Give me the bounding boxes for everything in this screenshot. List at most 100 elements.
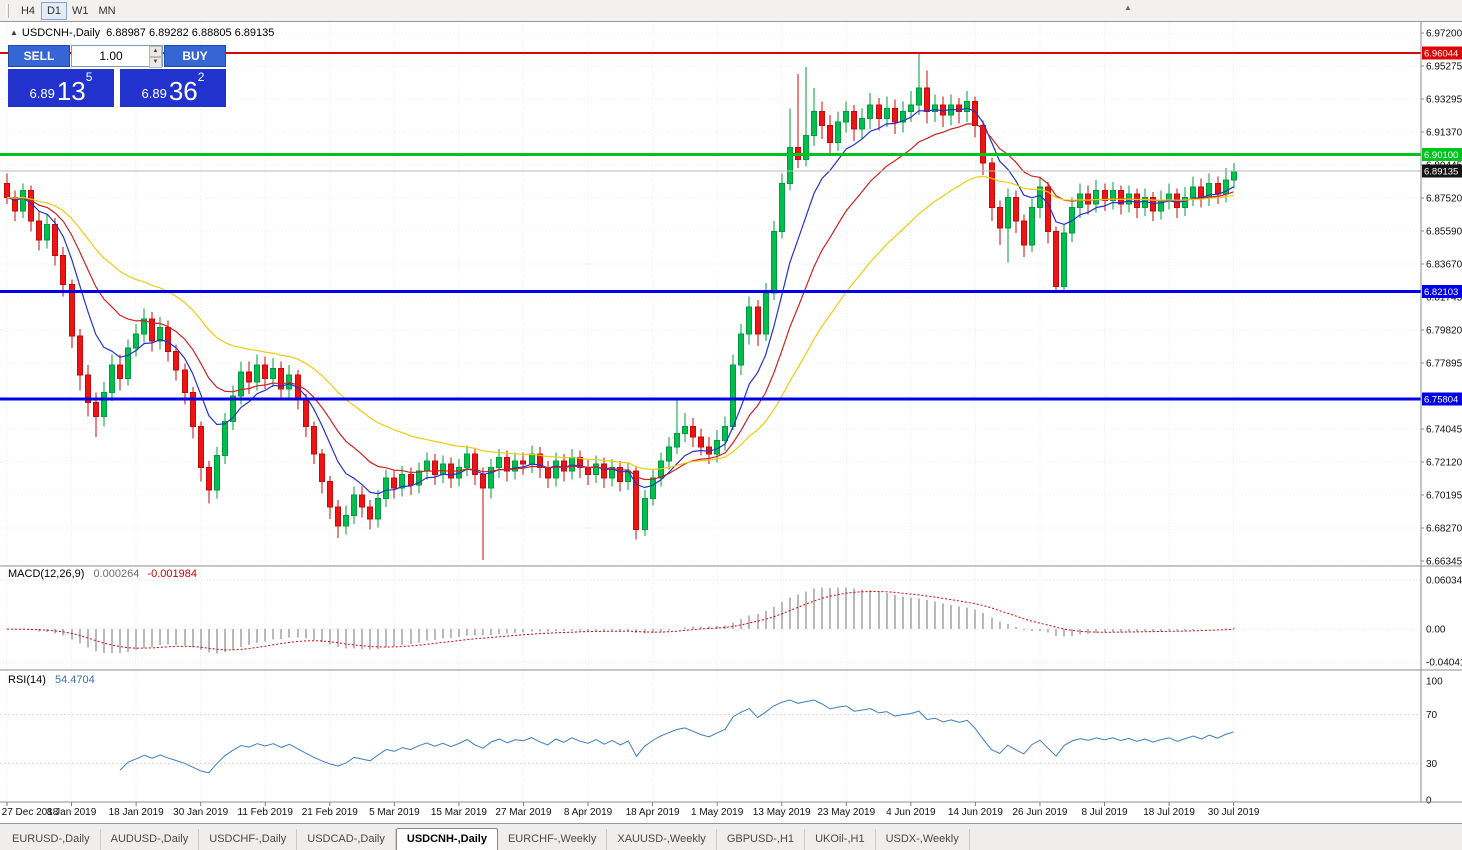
svg-text:21 Feb 2019: 21 Feb 2019 — [302, 807, 359, 818]
tab-audusd-daily[interactable]: AUDUSD-,Daily — [101, 829, 200, 850]
current-price-line: 6.89135 — [0, 164, 1462, 178]
macd-signal — [6, 591, 1234, 651]
chart-canvas[interactable]: 6.972006.952756.932956.913706.894456.875… — [0, 22, 1462, 823]
tab-usdx-weekly[interactable]: USDX-,Weekly — [876, 829, 970, 850]
svg-text:6.97200: 6.97200 — [1426, 29, 1462, 40]
svg-text:15 Mar 2019: 15 Mar 2019 — [431, 807, 488, 818]
tab-eurchf-weekly[interactable]: EURCHF-,Weekly — [498, 829, 608, 850]
macd-signal-line — [6, 591, 1234, 651]
macd-label: MACD(12,26,9) — [8, 568, 85, 580]
sell-price-sup: 5 — [85, 70, 93, 84]
timeframe-button-MN[interactable]: MN — [98, 4, 116, 17]
svg-text:6.95275: 6.95275 — [1426, 62, 1462, 73]
price-axis: 6.972006.952756.932956.913706.894456.875… — [1421, 29, 1462, 568]
chart-tab-bar: EURUSD-,Daily AUDUSD-,Daily USDCHF-,Daily U… — [0, 823, 1462, 850]
buy-price-small: 6.89 — [141, 86, 167, 101]
svg-text:6.83670: 6.83670 — [1426, 260, 1462, 271]
timeframe-button-H4[interactable]: H4 — [20, 4, 36, 17]
svg-text:11 Feb 2019: 11 Feb 2019 — [238, 807, 294, 818]
macd-signal-value: -0.001984 — [147, 568, 197, 580]
candles — [4, 52, 1237, 561]
svg-text:27 Mar 2019: 27 Mar 2019 — [495, 807, 552, 818]
svg-text:0.00: 0.00 — [1426, 625, 1446, 636]
svg-text:6.90100: 6.90100 — [1424, 150, 1458, 161]
moving-averages — [6, 107, 1234, 495]
chart-shift-marker-icon: ▲ — [1124, 3, 1132, 12]
svg-text:30: 30 — [1426, 759, 1438, 770]
macd-value: 0.000264 — [93, 568, 140, 580]
svg-text:6.93295: 6.93295 — [1426, 95, 1462, 106]
svg-text:30 Jan 2019: 30 Jan 2019 — [173, 807, 228, 818]
svg-text:6.74045: 6.74045 — [1426, 425, 1462, 436]
svg-text:4 Jun 2019: 4 Jun 2019 — [886, 807, 936, 818]
tab-usdcad-daily[interactable]: USDCAD-,Daily — [297, 829, 396, 850]
volume-value[interactable]: 1.00 — [99, 49, 123, 63]
tab-usdchf-daily[interactable]: USDCHF-,Daily — [199, 829, 298, 850]
buy-button[interactable]: BUY — [164, 45, 226, 67]
volume-down-button[interactable]: ▼ — [149, 57, 162, 68]
svg-text:14 Jun 2019: 14 Jun 2019 — [948, 807, 1003, 818]
tab-gbpusd-h1[interactable]: GBPUSD-,H1 — [717, 829, 806, 850]
macd-panel: 0.060342 0.00 -0.040415 — [0, 576, 1462, 669]
tab-ukoil-h1[interactable]: UKOil-,H1 — [805, 829, 876, 850]
svg-text:8 Apr 2019: 8 Apr 2019 — [564, 807, 613, 818]
chart-title: ▲ USDCNH-,Daily 6.88987 6.89282 6.88805 6.… — [10, 27, 274, 39]
rsi-label: RSI(14) — [8, 674, 46, 686]
svg-text:30 Jul 2019: 30 Jul 2019 — [1208, 807, 1260, 818]
svg-text:0: 0 — [1426, 796, 1432, 807]
svg-text:6.70195: 6.70195 — [1426, 491, 1462, 502]
toolbar-drag-handle[interactable] — [6, 3, 9, 18]
buy-price-display[interactable]: 6.89 36 2 — [120, 69, 226, 107]
svg-text:18 Apr 2019: 18 Apr 2019 — [626, 807, 680, 818]
svg-text:6.81745: 6.81745 — [1426, 293, 1462, 304]
svg-text:70: 70 — [1426, 710, 1438, 721]
svg-text:8 Jul 2019: 8 Jul 2019 — [1081, 807, 1128, 818]
level-lines: 6.96044 6.90100 6.82103 6.75804 — [0, 46, 1462, 406]
panel-separators — [0, 22, 1462, 803]
sell-price-small: 6.89 — [29, 86, 55, 101]
svg-text:6.77895: 6.77895 — [1426, 359, 1462, 370]
sell-price-display[interactable]: 6.89 13 5 — [8, 69, 114, 107]
svg-text:6.72120: 6.72120 — [1426, 458, 1462, 469]
svg-text:6.75804: 6.75804 — [1424, 395, 1458, 406]
svg-text:18 Jan 2019: 18 Jan 2019 — [109, 807, 164, 818]
svg-text:27 Dec 2018: 27 Dec 2018 — [2, 807, 59, 818]
svg-text:8 Jan 2019: 8 Jan 2019 — [47, 807, 97, 818]
svg-text:6.96044: 6.96044 — [1424, 48, 1458, 59]
svg-text:23 May 2019: 23 May 2019 — [817, 807, 875, 818]
svg-text:0.060342: 0.060342 — [1426, 576, 1462, 587]
svg-text:6.91370: 6.91370 — [1426, 128, 1462, 139]
buy-price-sup: 2 — [197, 70, 205, 84]
toolbar: H4 D1 W1 MN ▲ — [0, 0, 1462, 22]
tab-xauusd-weekly[interactable]: XAUUSD-,Weekly — [607, 829, 717, 850]
gridlines — [0, 22, 1421, 802]
one-click-collapse-icon[interactable]: ▲ — [10, 28, 18, 37]
sell-price-big: 13 — [56, 76, 86, 106]
svg-text:6.89135: 6.89135 — [1424, 167, 1458, 178]
svg-text:100: 100 — [1426, 677, 1443, 688]
svg-text:13 May 2019: 13 May 2019 — [753, 807, 811, 818]
timeframe-button-D1[interactable]: D1 — [41, 1, 67, 20]
rsi-value: 54.4704 — [54, 674, 95, 686]
sell-button[interactable]: SELL — [8, 45, 70, 67]
svg-text:6.79820: 6.79820 — [1426, 326, 1462, 337]
svg-text:-0.040415: -0.040415 — [1426, 658, 1462, 669]
macd-header: MACD(12,26,9) 0.000264 -0.001984 — [8, 568, 197, 580]
svg-text:6.66345: 6.66345 — [1426, 557, 1462, 568]
rsi-panel: 100 70 30 0 — [0, 677, 1443, 807]
volume-up-button[interactable]: ▲ — [149, 46, 162, 57]
svg-text:6.87520: 6.87520 — [1426, 194, 1462, 205]
svg-text:26 Jun 2019: 26 Jun 2019 — [1012, 807, 1067, 818]
svg-text:18 Jul 2019: 18 Jul 2019 — [1143, 807, 1195, 818]
svg-text:1 May 2019: 1 May 2019 — [691, 807, 744, 818]
timeframe-button-W1[interactable]: W1 — [72, 4, 89, 17]
svg-text:6.85590: 6.85590 — [1426, 227, 1462, 238]
svg-text:6.82103: 6.82103 — [1424, 287, 1458, 298]
tab-eurusd-daily[interactable]: EURUSD-,Daily — [2, 829, 101, 850]
svg-text:6.68270: 6.68270 — [1426, 524, 1462, 535]
tab-usdcnh-daily[interactable]: USDCNH-,Daily — [395, 828, 498, 850]
volume-spinner[interactable]: 1.00 ▲ ▼ — [71, 45, 163, 68]
svg-text:5 Mar 2019: 5 Mar 2019 — [369, 807, 420, 818]
macd-histogram — [14, 587, 1235, 654]
